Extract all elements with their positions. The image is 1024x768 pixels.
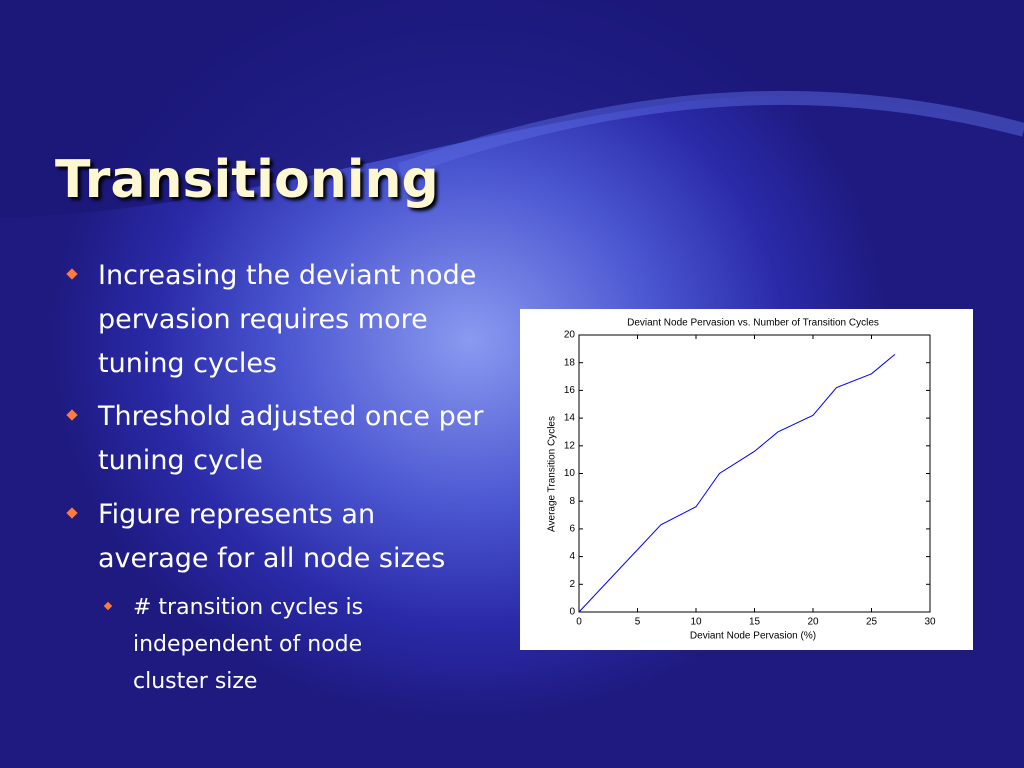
y-tick-label: 20: [564, 330, 576, 341]
y-tick-label: 0: [569, 607, 575, 618]
y-tick-label: 2: [569, 579, 575, 590]
y-tick-label: 18: [564, 357, 576, 368]
y-axis-label: Average Transition Cycles: [547, 416, 558, 532]
y-tick-label: 16: [564, 385, 576, 396]
x-tick-label: 0: [576, 617, 582, 628]
sub-bullet: # transition cycles is independent of no…: [133, 589, 433, 700]
x-tick-label: 25: [866, 617, 878, 628]
bullet: Increasing the deviant node pervasion re…: [98, 254, 493, 386]
x-axis-label: Deviant Node Pervasion (%): [690, 631, 816, 642]
y-tick-label: 10: [564, 468, 576, 479]
chart-background: [520, 309, 973, 650]
x-tick-label: 5: [635, 617, 641, 628]
chart: Deviant Node Pervasion vs. Number of Tra…: [520, 309, 973, 650]
y-tick-label: 12: [564, 440, 576, 451]
x-tick-label: 15: [749, 617, 761, 628]
x-tick-label: 30: [924, 617, 936, 628]
bullet: Figure represents an average for all nod…: [98, 493, 493, 581]
slide-title: Transitioning: [55, 150, 439, 210]
y-tick-label: 4: [569, 551, 575, 562]
y-tick-label: 6: [569, 524, 575, 535]
x-tick-label: 20: [807, 617, 819, 628]
bullet: Threshold adjusted once per tuning cycle: [98, 395, 493, 483]
y-tick-label: 14: [564, 413, 576, 424]
x-tick-label: 10: [690, 617, 702, 628]
data-line: [578, 354, 896, 613]
chart-title: Deviant Node Pervasion vs. Number of Tra…: [627, 318, 879, 329]
y-tick-label: 8: [569, 496, 575, 507]
